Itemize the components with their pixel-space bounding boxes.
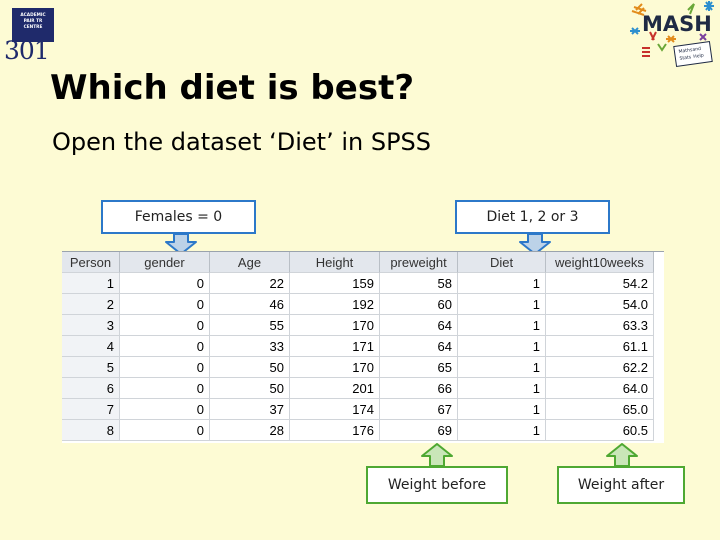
cell-height[interactable]: 170 [290, 357, 380, 378]
column-header-diet[interactable]: Diet [458, 252, 546, 273]
cell-gender[interactable]: 0 [120, 294, 210, 315]
cell-preweight[interactable]: 64 [380, 336, 458, 357]
cell-age[interactable]: 55 [210, 315, 290, 336]
slide-title: Which diet is best? [50, 68, 415, 108]
mash-tagline: Help [693, 53, 704, 60]
cell-age[interactable]: 33 [210, 336, 290, 357]
cell-height[interactable]: 174 [290, 399, 380, 420]
column-header-height[interactable]: Height [290, 252, 380, 273]
cell-preweight[interactable]: 66 [380, 378, 458, 399]
cell-gender[interactable]: 0 [120, 357, 210, 378]
cell-diet[interactable]: 1 [458, 420, 546, 441]
weight-after-up-arrow-icon [606, 443, 638, 467]
females-callout: Females = 0 [101, 200, 256, 234]
cell-gender[interactable]: 0 [120, 420, 210, 441]
cell-preweight[interactable]: 58 [380, 273, 458, 294]
cell-diet[interactable]: 1 [458, 294, 546, 315]
table-row[interactable]: 6 0 50 201 66 1 64.0 [62, 378, 654, 399]
cell-age[interactable]: 50 [210, 357, 290, 378]
cell-person[interactable]: 3 [62, 315, 120, 336]
cell-diet[interactable]: 1 [458, 336, 546, 357]
logo-line: CENTRE [23, 25, 43, 30]
cell-weight10weeks[interactable]: 62.2 [546, 357, 654, 378]
cell-height[interactable]: 176 [290, 420, 380, 441]
column-header-row: Person gender Age Height preweight Diet … [62, 252, 654, 273]
cell-weight10weeks[interactable]: 65.0 [546, 399, 654, 420]
cell-gender[interactable]: 0 [120, 399, 210, 420]
mash-tagline: Stats [679, 54, 692, 62]
weight-after-callout: Weight after [557, 466, 685, 504]
cell-person[interactable]: 8 [62, 420, 120, 441]
diet-callout: Diet 1, 2 or 3 [455, 200, 610, 234]
column-header-person[interactable]: Person [62, 252, 120, 273]
mash-tagline: and [692, 46, 701, 53]
cell-person[interactable]: 2 [62, 294, 120, 315]
cell-weight10weeks[interactable]: 54.2 [546, 273, 654, 294]
cell-age[interactable]: 22 [210, 273, 290, 294]
table-row[interactable]: 8 0 28 176 69 1 60.5 [62, 420, 654, 441]
cell-age[interactable]: 28 [210, 420, 290, 441]
logo-number: 301 [4, 36, 50, 65]
cell-weight10weeks[interactable]: 60.5 [546, 420, 654, 441]
cell-gender[interactable]: 0 [120, 273, 210, 294]
cell-age[interactable]: 37 [210, 399, 290, 420]
cell-preweight[interactable]: 69 [380, 420, 458, 441]
cell-age[interactable]: 50 [210, 378, 290, 399]
cell-gender[interactable]: 0 [120, 315, 210, 336]
cell-preweight[interactable]: 64 [380, 315, 458, 336]
cell-height[interactable]: 171 [290, 336, 380, 357]
diet-callout-label: Diet 1, 2 or 3 [486, 209, 579, 225]
cell-diet[interactable]: 1 [458, 357, 546, 378]
cell-height[interactable]: 192 [290, 294, 380, 315]
cell-preweight[interactable]: 65 [380, 357, 458, 378]
cell-preweight[interactable]: 67 [380, 399, 458, 420]
cell-gender[interactable]: 0 [120, 336, 210, 357]
table-row[interactable]: 4 0 33 171 64 1 61.1 [62, 336, 654, 357]
mash-tagline: Maths [678, 47, 693, 55]
cell-diet[interactable]: 1 [458, 399, 546, 420]
table-row[interactable]: 7 0 37 174 67 1 65.0 [62, 399, 654, 420]
academic-logo: ACADEMIC PAIR TR CENTRE 301 [2, 2, 60, 65]
mash-wordmark: MASH [642, 12, 712, 36]
column-header-weight10weeks[interactable]: weight10weeks [546, 252, 654, 273]
spss-data-view: Person gender Age Height preweight Diet … [62, 251, 664, 443]
diet-down-arrow-icon [519, 233, 551, 255]
mash-logo: MASH Maths and Stats Help [630, 1, 714, 67]
column-header-gender[interactable]: gender [120, 252, 210, 273]
cell-weight10weeks[interactable]: 54.0 [546, 294, 654, 315]
cell-weight10weeks[interactable]: 61.1 [546, 336, 654, 357]
table-row[interactable]: 2 0 46 192 60 1 54.0 [62, 294, 654, 315]
cell-person[interactable]: 7 [62, 399, 120, 420]
cell-preweight[interactable]: 60 [380, 294, 458, 315]
cell-person[interactable]: 6 [62, 378, 120, 399]
weight-before-callout-label: Weight before [387, 477, 487, 493]
cell-weight10weeks[interactable]: 64.0 [546, 378, 654, 399]
cell-height[interactable]: 201 [290, 378, 380, 399]
cell-gender[interactable]: 0 [120, 378, 210, 399]
cell-person[interactable]: 4 [62, 336, 120, 357]
slide-subtitle: Open the dataset ‘Diet’ in SPSS [52, 128, 432, 156]
cell-diet[interactable]: 1 [458, 315, 546, 336]
logo-line: PAIR TR [23, 19, 43, 24]
table-row[interactable]: 5 0 50 170 65 1 62.2 [62, 357, 654, 378]
logo-box: ACADEMIC PAIR TR CENTRE [12, 8, 54, 42]
column-header-age[interactable]: Age [210, 252, 290, 273]
weight-before-callout: Weight before [366, 466, 508, 504]
females-callout-label: Females = 0 [134, 209, 223, 225]
table-row[interactable]: 1 0 22 159 58 1 54.2 [62, 273, 654, 294]
weight-before-up-arrow-icon [421, 443, 453, 467]
cell-diet[interactable]: 1 [458, 378, 546, 399]
table-row[interactable]: 3 0 55 170 64 1 63.3 [62, 315, 654, 336]
cell-height[interactable]: 159 [290, 273, 380, 294]
cell-weight10weeks[interactable]: 63.3 [546, 315, 654, 336]
cell-age[interactable]: 46 [210, 294, 290, 315]
cell-person[interactable]: 5 [62, 357, 120, 378]
females-down-arrow-icon [165, 233, 197, 255]
cell-diet[interactable]: 1 [458, 273, 546, 294]
column-header-preweight[interactable]: preweight [380, 252, 458, 273]
cell-person[interactable]: 1 [62, 273, 120, 294]
cell-height[interactable]: 170 [290, 315, 380, 336]
logo-line: ACADEMIC [20, 13, 46, 18]
weight-after-callout-label: Weight after [577, 477, 665, 493]
